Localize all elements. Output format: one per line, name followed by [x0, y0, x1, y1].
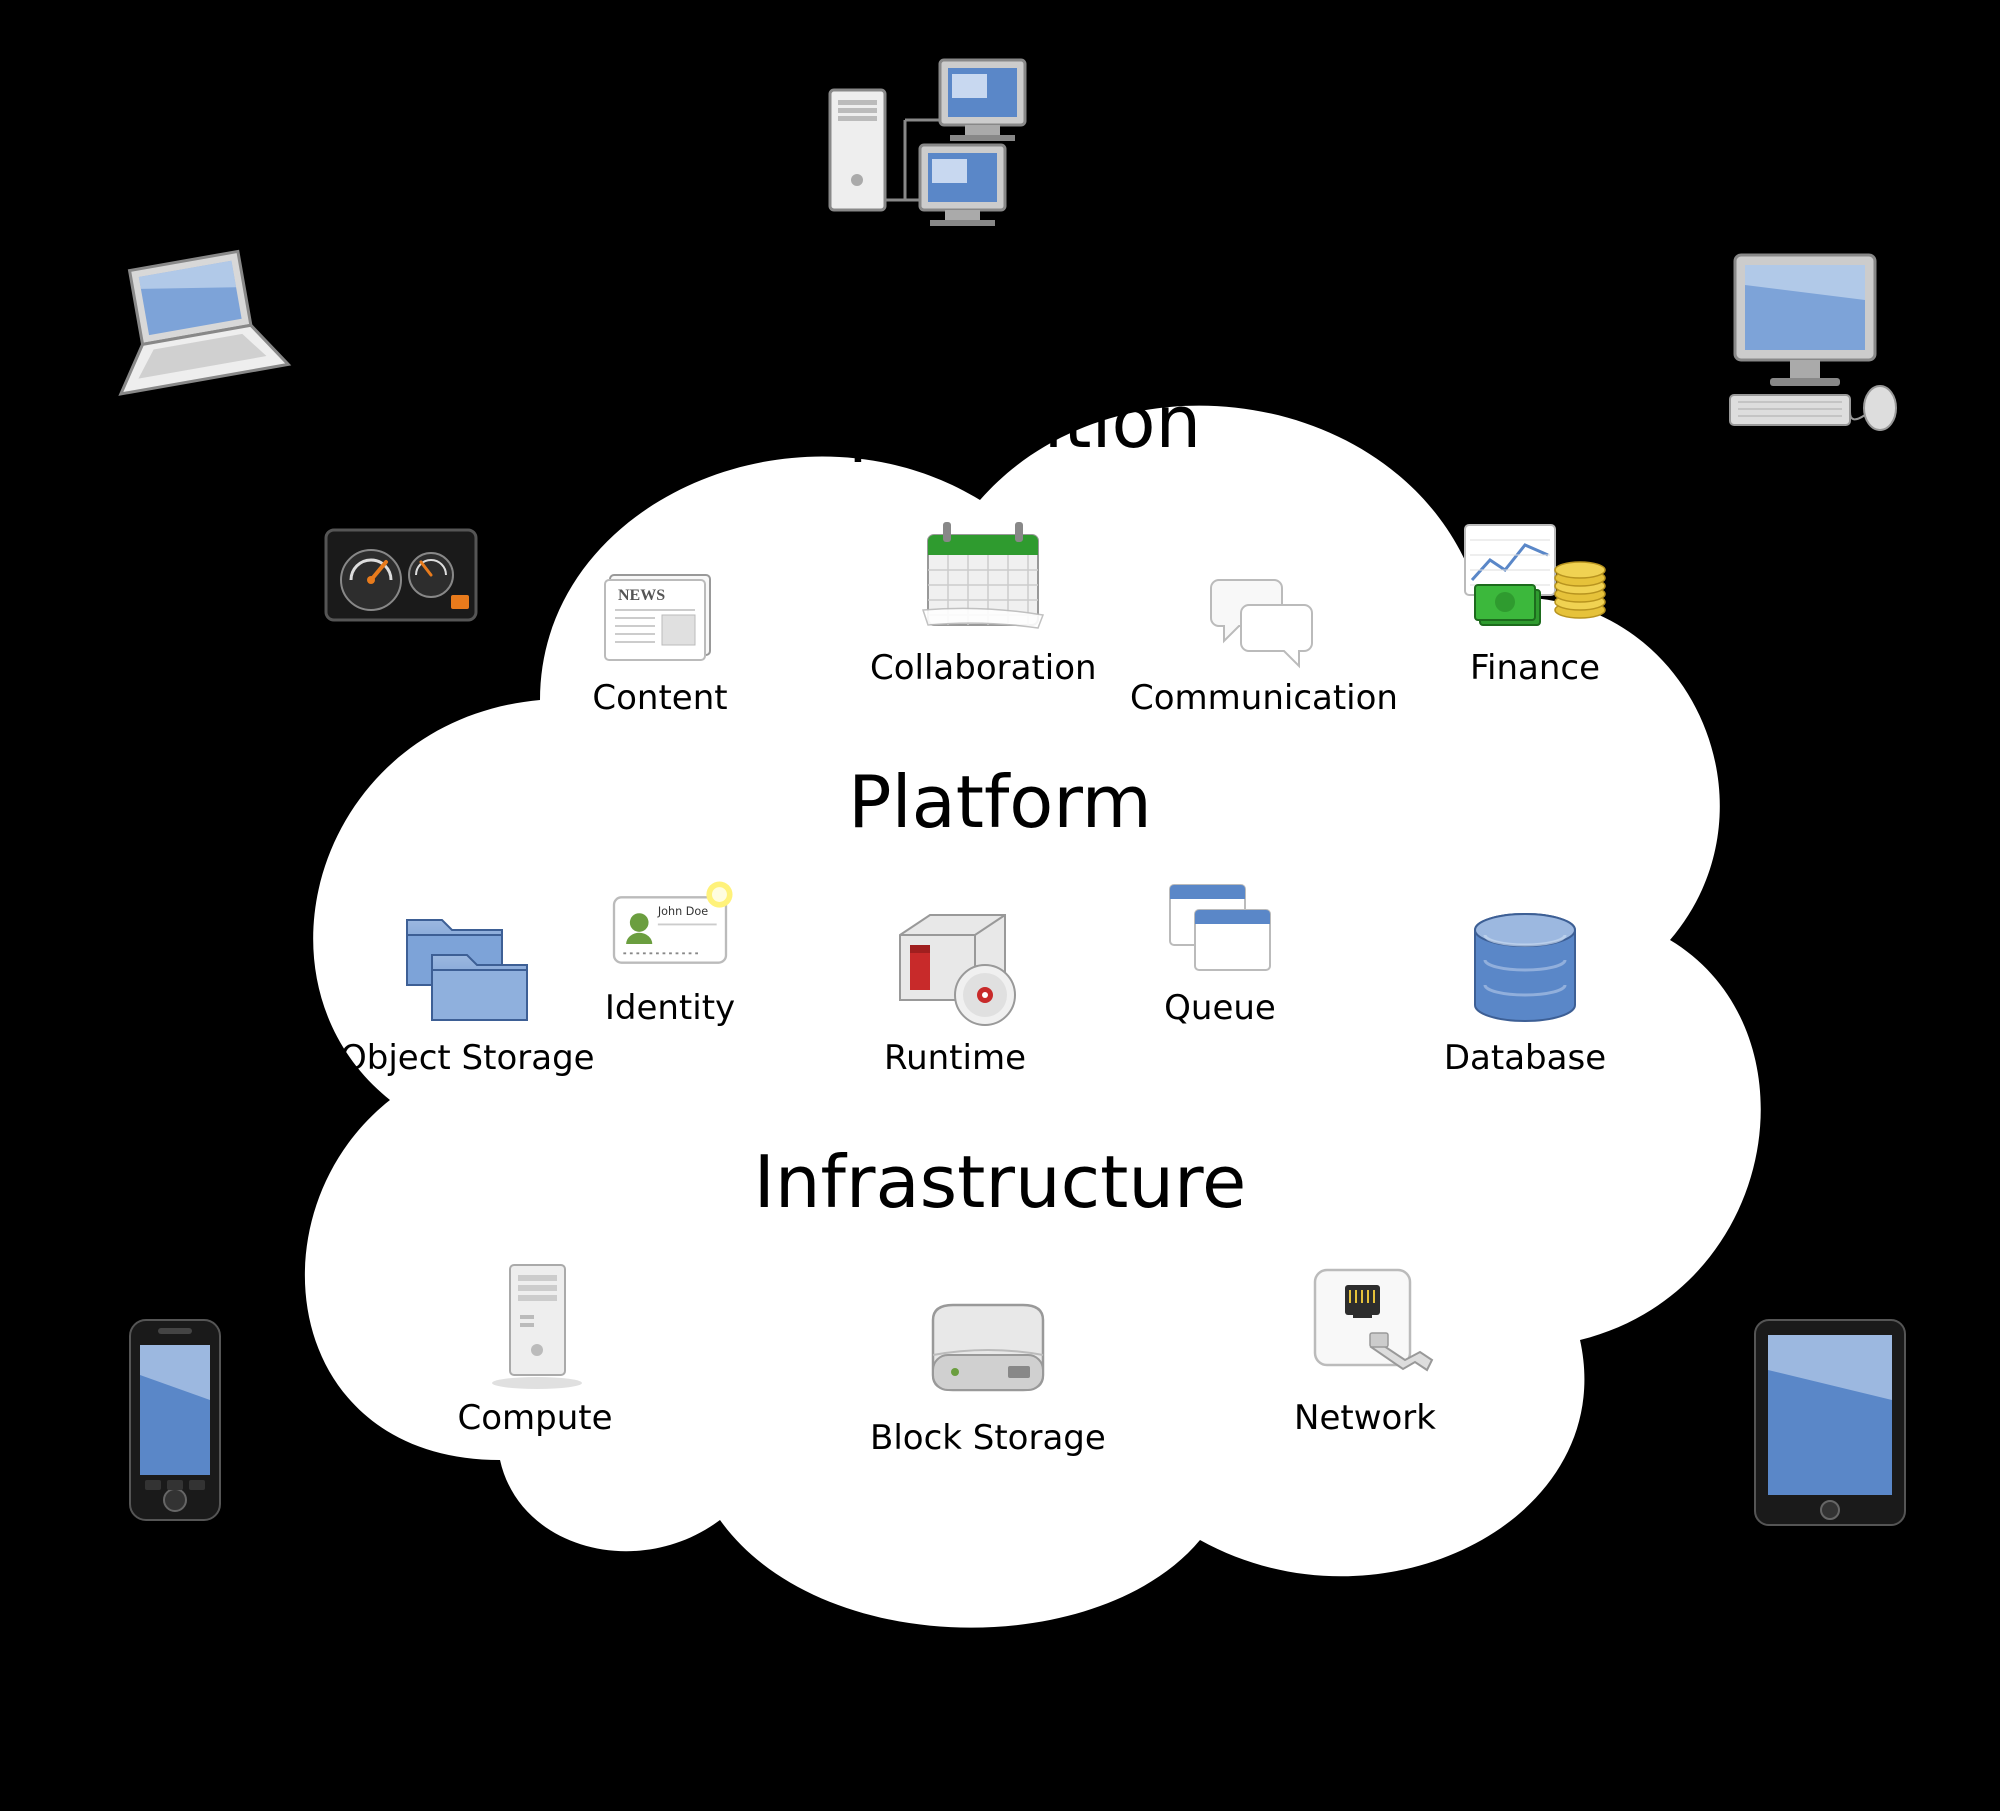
hard-drive-icon	[903, 1280, 1073, 1410]
calendar-icon	[898, 510, 1068, 640]
svg-text:John Doe: John Doe	[657, 905, 708, 918]
laptop-icon	[90, 240, 300, 410]
diagram-stage: Application Platform Infrastructure Moni…	[0, 0, 2000, 1811]
windows-stack-icon	[1150, 870, 1290, 980]
item-label: Object Storage	[340, 1038, 595, 1078]
item-label: Collaboration	[870, 648, 1097, 688]
item-label: Content	[592, 678, 727, 718]
dashboard-gauge-icon	[316, 510, 486, 640]
item-finance: Finance	[1450, 510, 1620, 688]
ethernet-port-icon	[1280, 1260, 1450, 1390]
tablet-icon	[1740, 1310, 1920, 1540]
item-block-storage: Block Storage	[870, 1280, 1106, 1458]
item-content: NEWS Content	[590, 560, 730, 718]
package-disc-icon	[870, 900, 1040, 1030]
section-title-infrastructure: Infrastructure	[700, 1140, 1300, 1224]
svg-text:NEWS: NEWS	[618, 587, 665, 604]
newspaper-icon: NEWS	[590, 560, 730, 670]
database-icon	[1440, 900, 1610, 1030]
item-queue: Queue	[1150, 870, 1290, 1028]
item-label: Finance	[1470, 648, 1600, 688]
desktop-icon	[1700, 240, 1910, 440]
section-title-platform: Platform	[700, 760, 1300, 844]
item-label: Database	[1444, 1038, 1606, 1078]
item-label: Network	[1294, 1398, 1436, 1438]
item-object-storage: Object Storage	[340, 900, 595, 1078]
servers-icon	[810, 50, 1050, 240]
section-title-application: Application	[700, 380, 1300, 464]
item-label: Monitoring	[310, 648, 492, 688]
item-label: Block Storage	[870, 1418, 1106, 1458]
item-communication: Communication	[1130, 560, 1398, 718]
item-compute: Compute	[450, 1260, 620, 1438]
item-database: Database	[1440, 900, 1610, 1078]
item-label: Runtime	[884, 1038, 1026, 1078]
smartphone-icon	[100, 1310, 250, 1540]
item-label: Compute	[457, 1398, 612, 1438]
item-runtime: Runtime	[870, 900, 1040, 1078]
item-collaboration: Collaboration	[870, 510, 1097, 688]
item-network: Network	[1280, 1260, 1450, 1438]
id-card-icon: John Doe	[600, 870, 740, 980]
item-label: Communication	[1130, 678, 1398, 718]
folders-icon	[382, 900, 552, 1030]
server-tower-icon	[450, 1260, 620, 1390]
finance-icon	[1450, 510, 1620, 640]
chat-bubbles-icon	[1194, 560, 1334, 670]
item-identity: John Doe Identity	[600, 870, 740, 1028]
item-label: Queue	[1164, 988, 1276, 1028]
item-monitoring: Monitoring	[310, 510, 492, 688]
item-label: Identity	[605, 988, 735, 1028]
